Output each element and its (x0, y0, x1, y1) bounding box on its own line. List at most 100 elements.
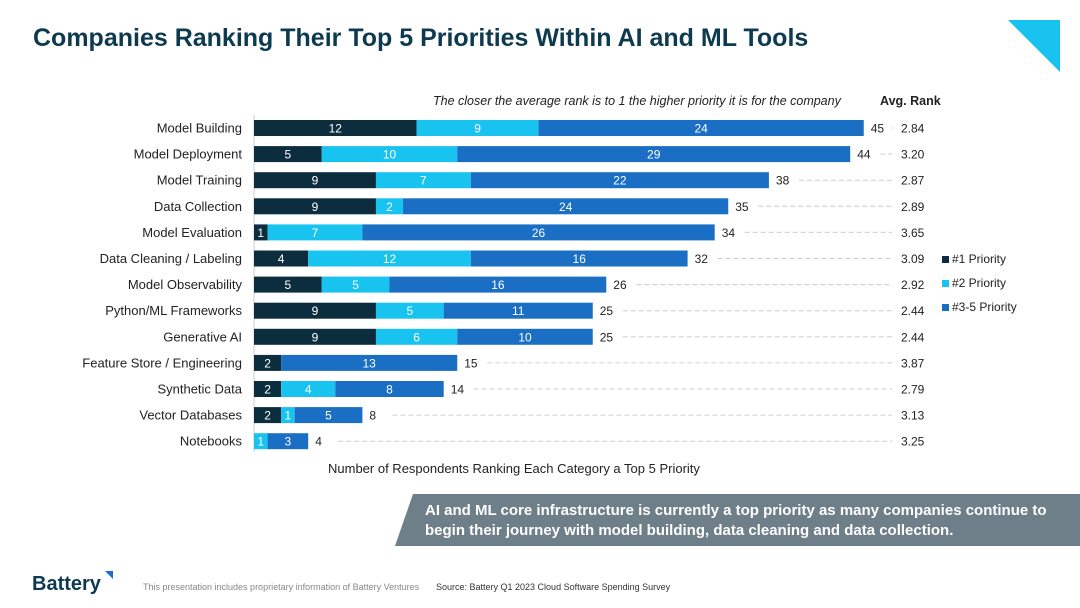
avg-rank-value: 3.87 (901, 356, 925, 370)
corner-triangle-decoration (1008, 20, 1060, 72)
bar-segment (254, 328, 376, 345)
takeaway-banner: AI and ML core infrastructure is current… (395, 494, 1080, 546)
bar-value-label: 1 (285, 409, 292, 423)
total-label: 25 (600, 330, 614, 344)
bar-value-label: 29 (647, 148, 661, 162)
bar-value-label: 1 (257, 435, 264, 449)
category-label: Data Cleaning / Labeling (100, 251, 242, 266)
category-label: Synthetic Data (157, 382, 242, 397)
bar-value-label: 1 (257, 226, 264, 240)
bar-value-label: 16 (573, 252, 587, 266)
bar-segment (267, 224, 363, 241)
bar-segment (254, 146, 322, 163)
bar-segment (335, 381, 444, 397)
bar-segment (403, 198, 729, 215)
category-label: Notebooks (180, 434, 243, 449)
bar-value-label: 8 (386, 383, 393, 397)
avg-rank-value: 3.65 (901, 226, 925, 240)
bar-value-label: 9 (312, 304, 319, 318)
bar-segment (389, 276, 607, 293)
bar-value-label: 12 (329, 122, 343, 136)
category-label: Vector Databases (139, 408, 242, 423)
bar-segment (308, 250, 471, 267)
bar-value-label: 5 (352, 278, 359, 292)
total-label: 25 (600, 304, 614, 318)
avg-rank-value: 2.92 (901, 278, 925, 292)
bar-value-label: 16 (491, 278, 505, 292)
chart-subtitle: The closer the average rank is to 1 the … (433, 94, 841, 108)
x-axis-label: Number of Respondents Ranking Each Categ… (328, 461, 700, 476)
bar-segment (538, 120, 864, 136)
bar-value-label: 26 (532, 226, 546, 240)
bar-value-label: 7 (312, 226, 319, 240)
bar-value-label: 10 (518, 330, 532, 344)
category-label: Data Collection (154, 199, 242, 214)
logo-mark-icon (105, 571, 113, 579)
bar-segment (267, 433, 309, 450)
bar-value-label: 4 (278, 252, 285, 266)
total-label: 15 (464, 356, 478, 370)
bar-value-label: 5 (285, 148, 292, 162)
legend-label: #1 Priority (952, 252, 1007, 266)
total-label: 32 (695, 252, 709, 266)
bar-segment (375, 302, 444, 319)
bar-segment (254, 172, 376, 189)
total-label: 44 (857, 148, 871, 162)
legend-item-p35: #3-5 Priority (942, 300, 1017, 314)
total-label: 45 (871, 122, 885, 136)
bar-segment (362, 224, 715, 241)
total-label: 35 (735, 200, 749, 214)
battery-logo: Battery (32, 573, 101, 595)
bar-segment (321, 276, 390, 293)
bar-value-label: 13 (362, 356, 376, 370)
bar-value-label: 22 (613, 174, 627, 188)
bar-value-label: 24 (559, 200, 573, 214)
bar-value-label: 11 (512, 304, 525, 318)
bar-value-label: 6 (413, 330, 420, 344)
bar-segment (281, 381, 336, 397)
total-label: 26 (613, 278, 627, 292)
bar-segment (294, 407, 363, 424)
bar-value-label: 2 (264, 409, 271, 423)
bar-value-label: 9 (312, 200, 319, 214)
legend-label: #2 Priority (952, 276, 1007, 290)
bar-value-label: 4 (305, 383, 312, 397)
bar-segment (281, 354, 458, 371)
bar-segment (457, 146, 851, 163)
bar-value-label: 24 (694, 122, 708, 136)
avg-rank-value: 2.44 (901, 304, 925, 318)
total-label: 34 (722, 226, 736, 240)
bar-segment (254, 198, 376, 215)
banner-text: AI and ML core infrastructure is current… (425, 502, 1047, 539)
bar-segment (375, 328, 458, 345)
avg-rank-value: 3.13 (901, 409, 925, 423)
bar-segment (254, 407, 282, 424)
bar-segment (254, 250, 309, 267)
avg-rank-value: 2.84 (901, 122, 925, 136)
bar-value-label: 5 (406, 304, 413, 318)
bar-segment (254, 381, 282, 397)
total-label: 4 (315, 435, 322, 449)
category-label: Model Building (157, 121, 242, 136)
bar-segment (443, 302, 593, 319)
avg-rank-value: 2.87 (901, 174, 925, 188)
bar-segment (281, 407, 295, 424)
total-label: 14 (451, 383, 465, 397)
bar-value-label: 10 (383, 148, 397, 162)
bar-value-label: 2 (264, 383, 271, 397)
bar-segment (254, 302, 376, 319)
bar-value-label: 2 (264, 356, 271, 370)
category-label: Python/ML Frameworks (105, 303, 242, 318)
bar-segment (254, 276, 322, 293)
bar-value-label: 5 (325, 409, 332, 423)
avg-rank-value: 2.44 (901, 330, 925, 344)
bar-value-label: 12 (383, 252, 397, 266)
bar-segment (416, 120, 539, 136)
bar-value-label: 2 (386, 200, 393, 214)
bar-segment (375, 172, 471, 189)
total-label: 8 (369, 409, 376, 423)
category-label: Model Evaluation (142, 225, 242, 240)
bar-segment (254, 354, 282, 371)
legend-item-p2: #2 Priority (942, 276, 1006, 290)
avg-rank-header: Avg. Rank (880, 94, 941, 108)
